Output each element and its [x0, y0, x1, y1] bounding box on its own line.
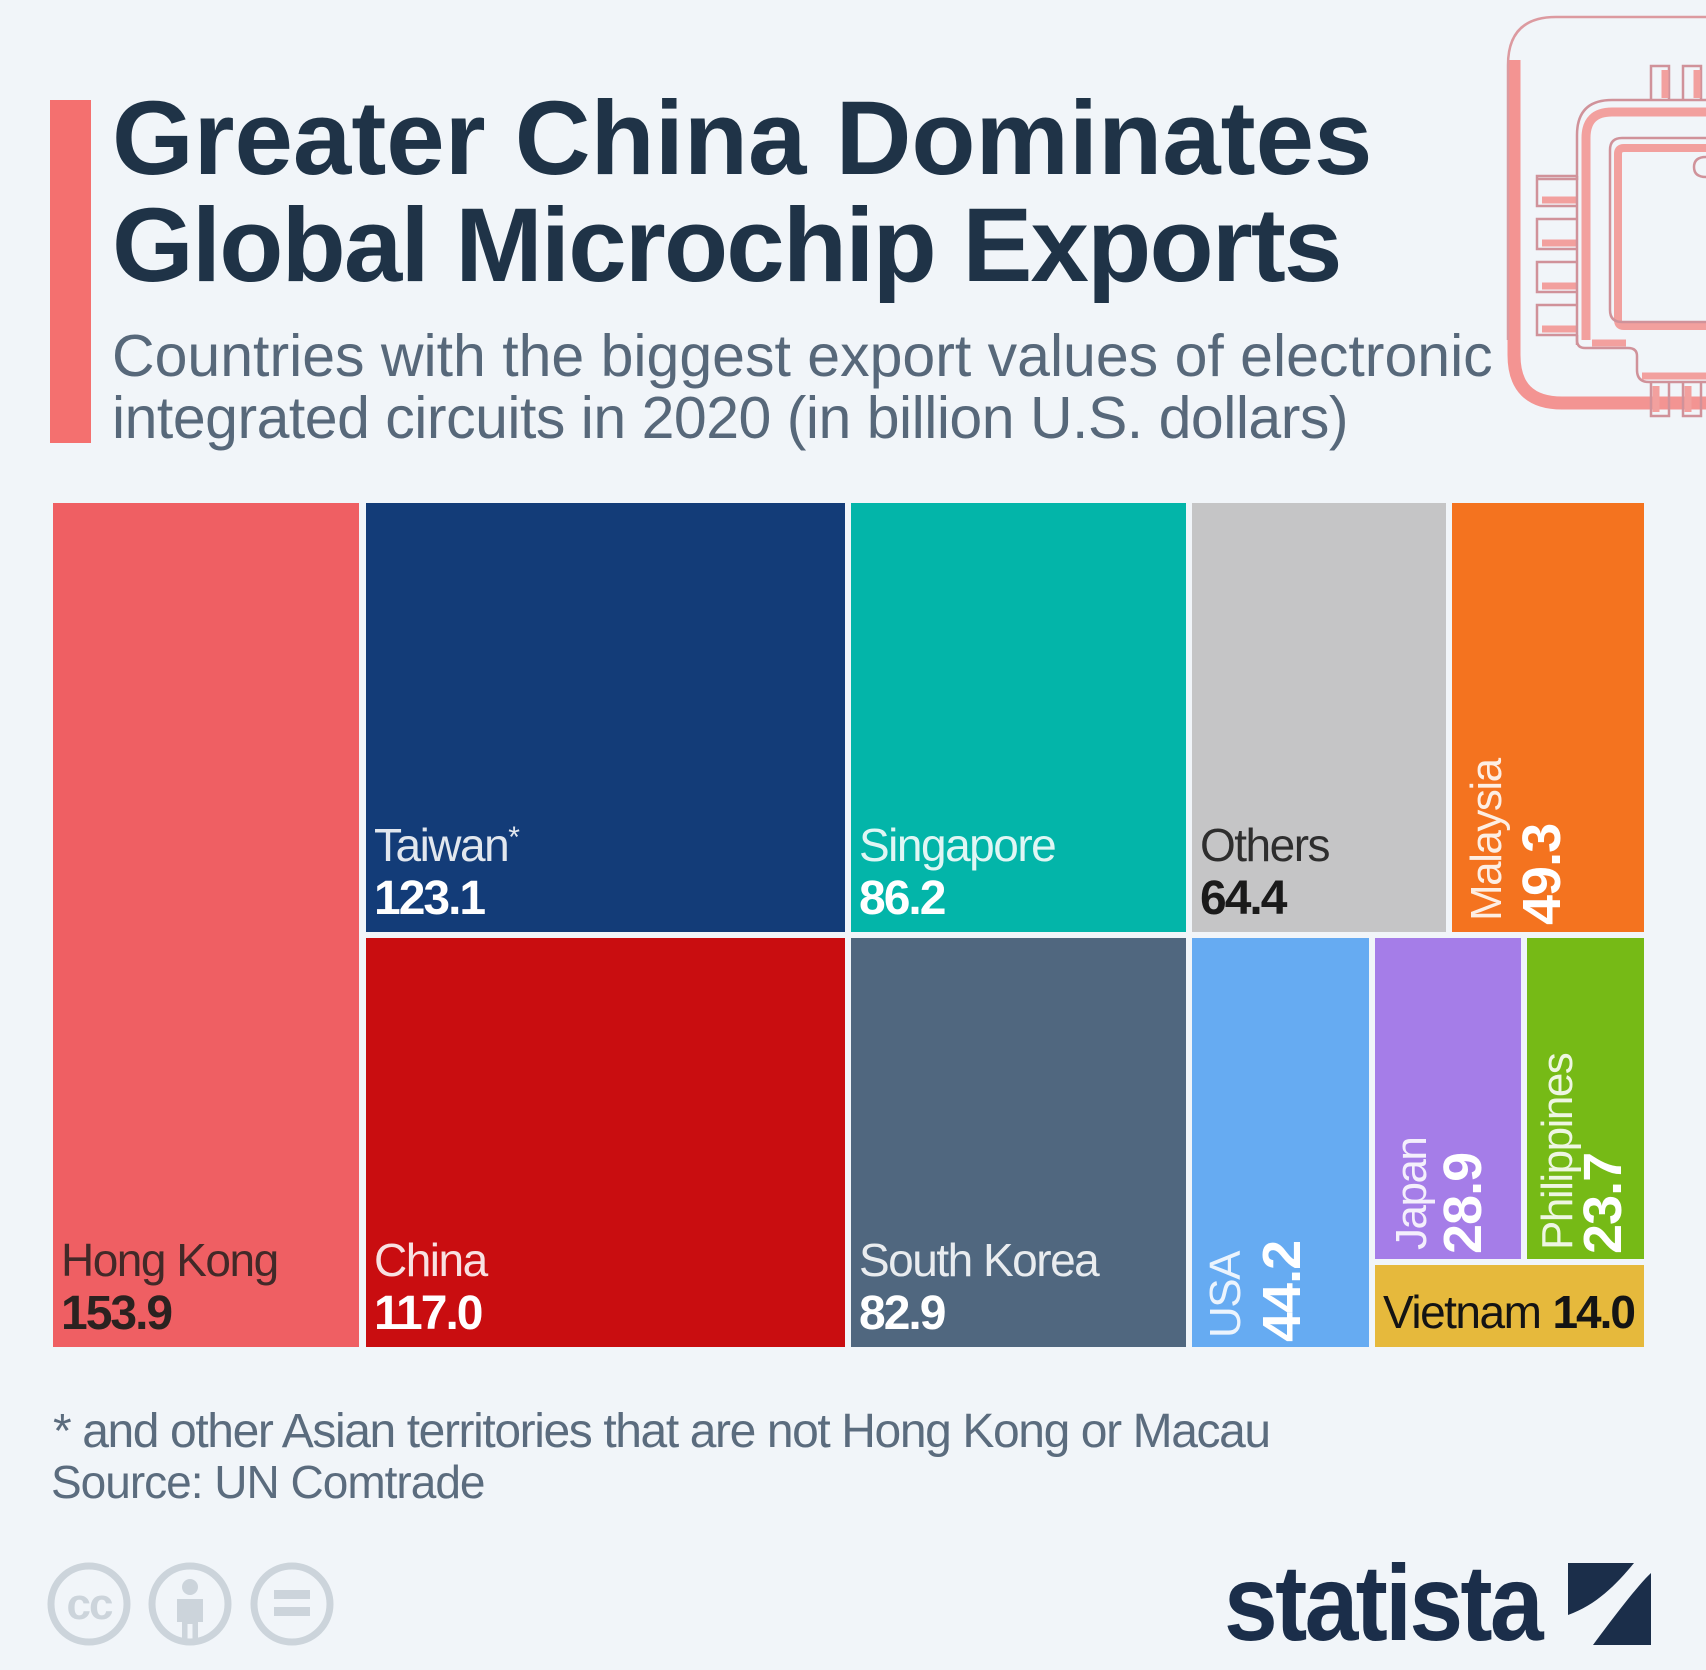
svg-text:cc: cc [67, 1580, 113, 1629]
